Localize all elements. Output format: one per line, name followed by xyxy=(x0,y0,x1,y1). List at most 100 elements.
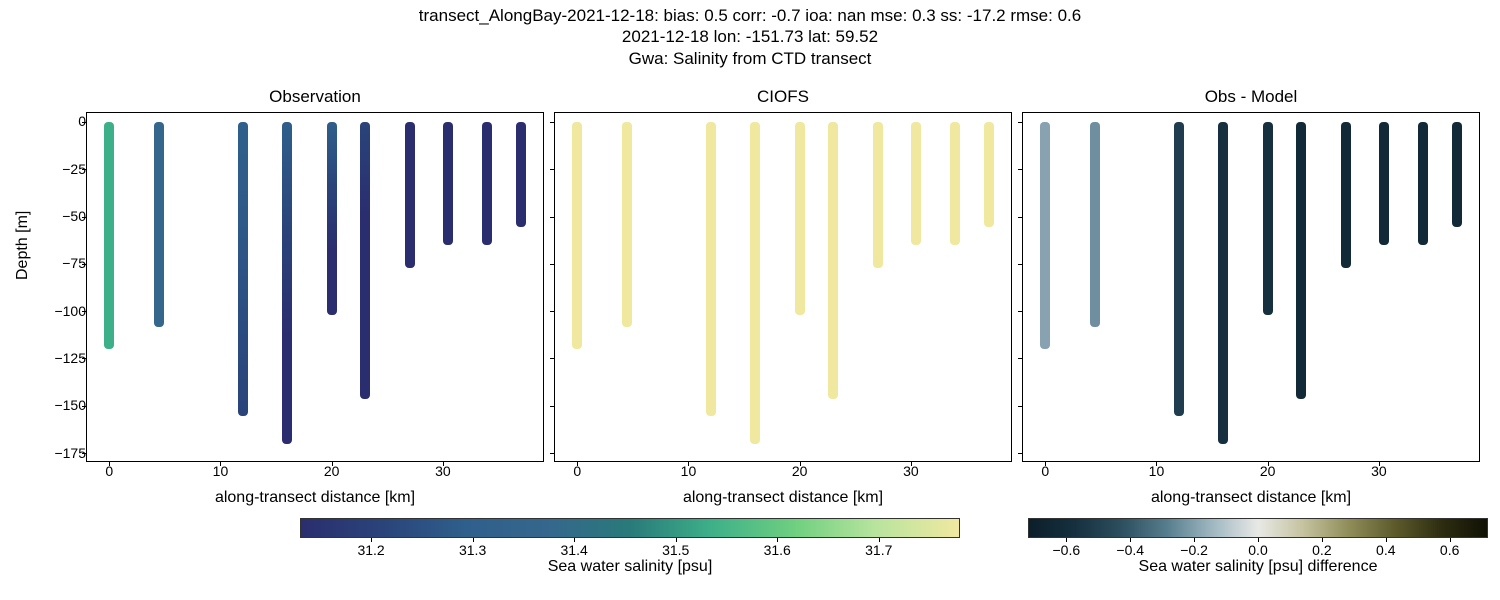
y-tick-label: −75 xyxy=(48,255,86,271)
y-tickmark xyxy=(1018,169,1023,170)
y-tickmark xyxy=(1018,453,1023,454)
profile-bar xyxy=(984,122,994,226)
x-tick-label: 20 xyxy=(792,463,808,479)
y-tickmark xyxy=(82,217,87,218)
y-tick-label: −150 xyxy=(48,397,86,413)
x-axis-label: along-transect distance [km] xyxy=(555,489,1011,507)
plot-area xyxy=(1023,113,1479,461)
x-axis-label: along-transect distance [km] xyxy=(1023,489,1479,507)
y-tickmark xyxy=(1018,122,1023,123)
colorbar-difference: −0.6−0.4−0.20.00.20.40.6Sea water salini… xyxy=(1028,518,1488,582)
colorbar-ticks: 31.2 31.3 31.4 31.5 31.6 31.7 xyxy=(300,538,960,558)
profile-bar xyxy=(706,122,716,415)
colorbar-tick-label: 0.2 xyxy=(1312,542,1331,558)
profile-bar xyxy=(1296,122,1306,398)
colorbar-tick-label: −0.2 xyxy=(1180,542,1208,558)
y-tickmark xyxy=(82,122,87,123)
y-tick-label: −125 xyxy=(48,350,86,366)
y-tickmark xyxy=(82,358,87,359)
profile-bar xyxy=(1263,122,1273,315)
profile-bar xyxy=(622,122,632,326)
y-tickmark xyxy=(550,311,555,312)
colorbar-tick-label: 31.5 xyxy=(662,542,689,558)
title-line-2: 2021-12-18 lon: -151.73 lat: 59.52 xyxy=(0,26,1500,47)
colorbar-tick-label: 31.3 xyxy=(459,542,486,558)
profile-bar xyxy=(1418,122,1428,245)
x-tick-label: 30 xyxy=(1371,463,1387,479)
panel-0: Observation0102030along-transect distanc… xyxy=(86,112,544,462)
y-tickmark xyxy=(550,453,555,454)
x-tick-label: 20 xyxy=(1260,463,1276,479)
y-tick-label: −50 xyxy=(48,208,86,224)
profile-bar xyxy=(238,122,248,415)
colorbars: 31.231.331.431.531.631.7Sea water salini… xyxy=(0,518,1500,582)
x-tick-label: 30 xyxy=(903,463,919,479)
title-line-1: transect_AlongBay-2021-12-18: bias: 0.5 … xyxy=(0,5,1500,26)
y-tick-label: −175 xyxy=(48,445,86,461)
colorbar-ticks: −0.6−0.4−0.20.00.20.40.6 xyxy=(1028,538,1488,558)
y-tickmark xyxy=(82,169,87,170)
x-tick-label: 10 xyxy=(681,463,697,479)
colorbar-label: Sea water salinity [psu] xyxy=(300,558,960,576)
colorbar-tick-label: 31.4 xyxy=(561,542,588,558)
y-axis-label: Depth [m] xyxy=(14,211,32,280)
profile-bar xyxy=(1040,122,1050,349)
profile-bar xyxy=(360,122,370,398)
x-tick-label: 30 xyxy=(435,463,451,479)
y-tick-label: −25 xyxy=(48,161,86,177)
profile-bar xyxy=(911,122,921,245)
y-tick-label: −100 xyxy=(48,303,86,319)
profile-bar xyxy=(795,122,805,315)
profile-bar xyxy=(327,122,337,315)
profile-bar xyxy=(154,122,164,326)
panels-row: Observation0102030along-transect distanc… xyxy=(86,112,1480,462)
y-tickmark xyxy=(550,217,555,218)
colorbar-tick-label: 0.4 xyxy=(1376,542,1395,558)
y-tick-label: 0 xyxy=(48,113,86,129)
colorbar-gradient xyxy=(1028,518,1488,538)
y-tickmark xyxy=(550,122,555,123)
y-tickmark xyxy=(1018,406,1023,407)
y-tickmark xyxy=(1018,358,1023,359)
y-tickmark xyxy=(82,406,87,407)
profile-bar xyxy=(1379,122,1389,245)
y-tickmark xyxy=(82,311,87,312)
profile-bar xyxy=(873,122,883,268)
colorbar-tick-label: 31.2 xyxy=(357,542,384,558)
panel-2: Obs - Model0102030along-transect distanc… xyxy=(1022,112,1480,462)
profile-bar xyxy=(516,122,526,226)
y-tickmark xyxy=(550,169,555,170)
x-tick-label: 0 xyxy=(573,463,581,479)
profile-bar xyxy=(282,122,292,444)
profile-bar xyxy=(950,122,960,245)
colorbar-tick-label: 0.6 xyxy=(1440,542,1459,558)
figure: transect_AlongBay-2021-12-18: bias: 0.5 … xyxy=(0,0,1500,600)
y-tickmark xyxy=(1018,217,1023,218)
panel-title: Obs - Model xyxy=(1023,87,1479,107)
y-tickmark xyxy=(82,453,87,454)
colorbar-gradient xyxy=(300,518,960,538)
colorbar-tick-label: 31.6 xyxy=(764,542,791,558)
y-tickmark xyxy=(550,358,555,359)
colorbar-tick-label: 31.7 xyxy=(865,542,892,558)
profile-bar xyxy=(104,122,114,349)
y-tickmark xyxy=(550,406,555,407)
profile-bar xyxy=(482,122,492,245)
x-tick-label: 10 xyxy=(213,463,229,479)
y-tickmark xyxy=(550,264,555,265)
colorbar-salinity: 31.2 31.3 31.4 31.5 31.6 31.7Sea water salini… xyxy=(300,518,960,582)
x-tick-label: 20 xyxy=(324,463,340,479)
y-axis-ticks: 0 −25 −50 −75 −100 −125 −150 −175 xyxy=(48,112,86,462)
figure-title: transect_AlongBay-2021-12-18: bias: 0.5 … xyxy=(0,5,1500,69)
profile-bar xyxy=(1218,122,1228,444)
profile-bar xyxy=(1174,122,1184,415)
x-tick-label: 0 xyxy=(1041,463,1049,479)
title-line-3: Gwa: Salinity from CTD transect xyxy=(0,48,1500,69)
x-axis-ticks: 0 10 20 30 xyxy=(555,463,1011,483)
colorbar-tick-label: −0.6 xyxy=(1053,542,1081,558)
profile-bar xyxy=(405,122,415,268)
x-axis-label: along-transect distance [km] xyxy=(87,489,543,507)
x-tick-label: 10 xyxy=(1149,463,1165,479)
plot-area xyxy=(87,113,543,461)
colorbar-label: Sea water salinity [psu] difference xyxy=(1028,558,1488,576)
